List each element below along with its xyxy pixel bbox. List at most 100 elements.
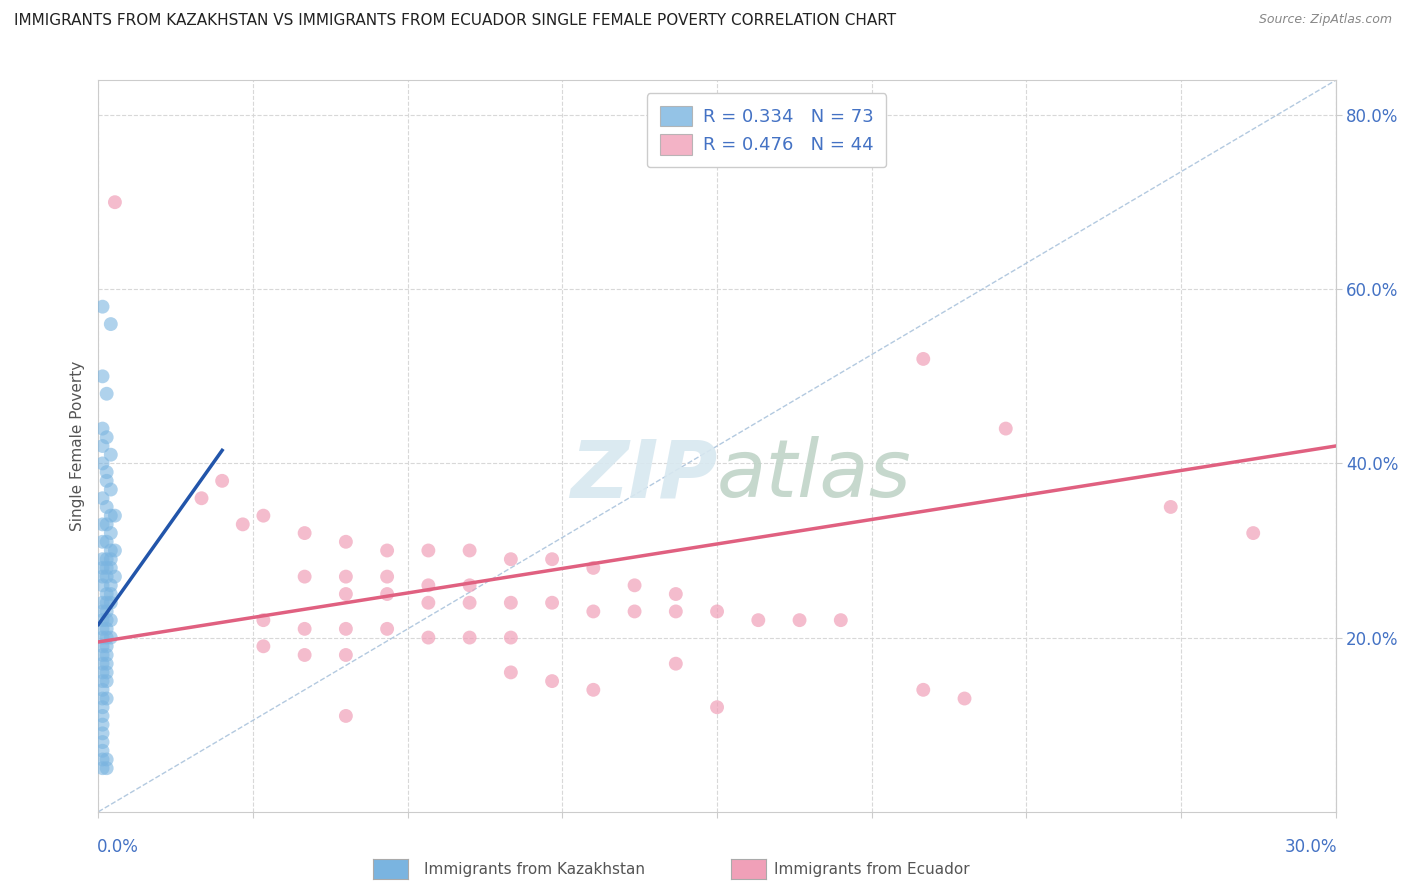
Point xyxy=(91,665,114,680)
Point xyxy=(91,657,114,671)
Point xyxy=(91,369,114,384)
Point xyxy=(458,596,481,610)
Legend: R = 0.334   N = 73, R = 0.476   N = 44: R = 0.334 N = 73, R = 0.476 N = 44 xyxy=(647,93,886,167)
Point xyxy=(96,430,118,444)
Point xyxy=(100,526,122,541)
Point xyxy=(100,587,122,601)
Point xyxy=(232,517,254,532)
Point xyxy=(100,508,122,523)
Point xyxy=(91,735,114,749)
Point xyxy=(541,596,564,610)
Point xyxy=(104,508,127,523)
Point xyxy=(706,604,728,618)
Point xyxy=(623,604,645,618)
Point xyxy=(100,613,122,627)
Point xyxy=(252,640,274,654)
Point xyxy=(100,317,122,331)
Point xyxy=(96,640,118,654)
Point xyxy=(665,587,688,601)
Point xyxy=(91,691,114,706)
Point xyxy=(100,631,122,645)
Point xyxy=(91,700,114,714)
Point xyxy=(190,491,212,506)
Point xyxy=(375,587,398,601)
Point xyxy=(96,752,118,766)
Point xyxy=(418,596,440,610)
Point xyxy=(418,631,440,645)
Point xyxy=(91,604,114,618)
Point xyxy=(335,648,357,662)
Point xyxy=(96,552,118,566)
Point xyxy=(96,604,118,618)
Point xyxy=(96,761,118,775)
Point xyxy=(104,195,127,210)
Point xyxy=(91,421,114,435)
Point xyxy=(91,534,114,549)
Point xyxy=(96,657,118,671)
Point xyxy=(96,596,118,610)
Point xyxy=(104,569,127,583)
Point xyxy=(96,665,118,680)
Text: atlas: atlas xyxy=(717,436,912,515)
Point xyxy=(830,613,852,627)
Point xyxy=(418,578,440,592)
Point xyxy=(375,622,398,636)
Point xyxy=(96,500,118,514)
Point xyxy=(953,691,976,706)
Point xyxy=(458,631,481,645)
Point xyxy=(100,448,122,462)
Point xyxy=(96,534,118,549)
Text: Immigrants from Ecuador: Immigrants from Ecuador xyxy=(773,863,970,877)
Point xyxy=(458,578,481,592)
Point xyxy=(91,578,114,592)
Text: ZIP: ZIP xyxy=(569,436,717,515)
Point xyxy=(747,613,769,627)
Text: IMMIGRANTS FROM KAZAKHSTAN VS IMMIGRANTS FROM ECUADOR SINGLE FEMALE POVERTY CORR: IMMIGRANTS FROM KAZAKHSTAN VS IMMIGRANTS… xyxy=(14,13,896,29)
Point xyxy=(623,578,645,592)
Point xyxy=(541,674,564,689)
Point xyxy=(91,457,114,471)
Point xyxy=(100,596,122,610)
Point xyxy=(91,674,114,689)
Point xyxy=(91,726,114,740)
Point xyxy=(499,631,522,645)
Point xyxy=(91,613,114,627)
Point xyxy=(91,761,114,775)
Point xyxy=(335,622,357,636)
Point xyxy=(91,300,114,314)
Point xyxy=(1160,500,1182,514)
Point xyxy=(96,674,118,689)
Point xyxy=(994,421,1017,435)
Point xyxy=(211,474,233,488)
Point xyxy=(294,569,316,583)
Point xyxy=(91,622,114,636)
Point xyxy=(335,587,357,601)
Point xyxy=(499,552,522,566)
Text: Source: ZipAtlas.com: Source: ZipAtlas.com xyxy=(1258,13,1392,27)
Point xyxy=(252,613,274,627)
Point xyxy=(96,569,118,583)
Point xyxy=(665,657,688,671)
Point xyxy=(91,596,114,610)
Point xyxy=(582,604,605,618)
Point xyxy=(91,569,114,583)
Point xyxy=(91,744,114,758)
Point xyxy=(100,543,122,558)
Point xyxy=(418,543,440,558)
Point xyxy=(104,543,127,558)
Point xyxy=(499,665,522,680)
Point xyxy=(294,622,316,636)
Point xyxy=(100,552,122,566)
Point xyxy=(912,682,935,697)
Point xyxy=(91,561,114,575)
Point xyxy=(335,709,357,723)
Point xyxy=(100,578,122,592)
Point xyxy=(91,640,114,654)
Point xyxy=(96,386,118,401)
Point xyxy=(96,517,118,532)
Point xyxy=(96,561,118,575)
Point xyxy=(252,508,274,523)
Point xyxy=(665,604,688,618)
Point xyxy=(458,543,481,558)
Point xyxy=(375,543,398,558)
